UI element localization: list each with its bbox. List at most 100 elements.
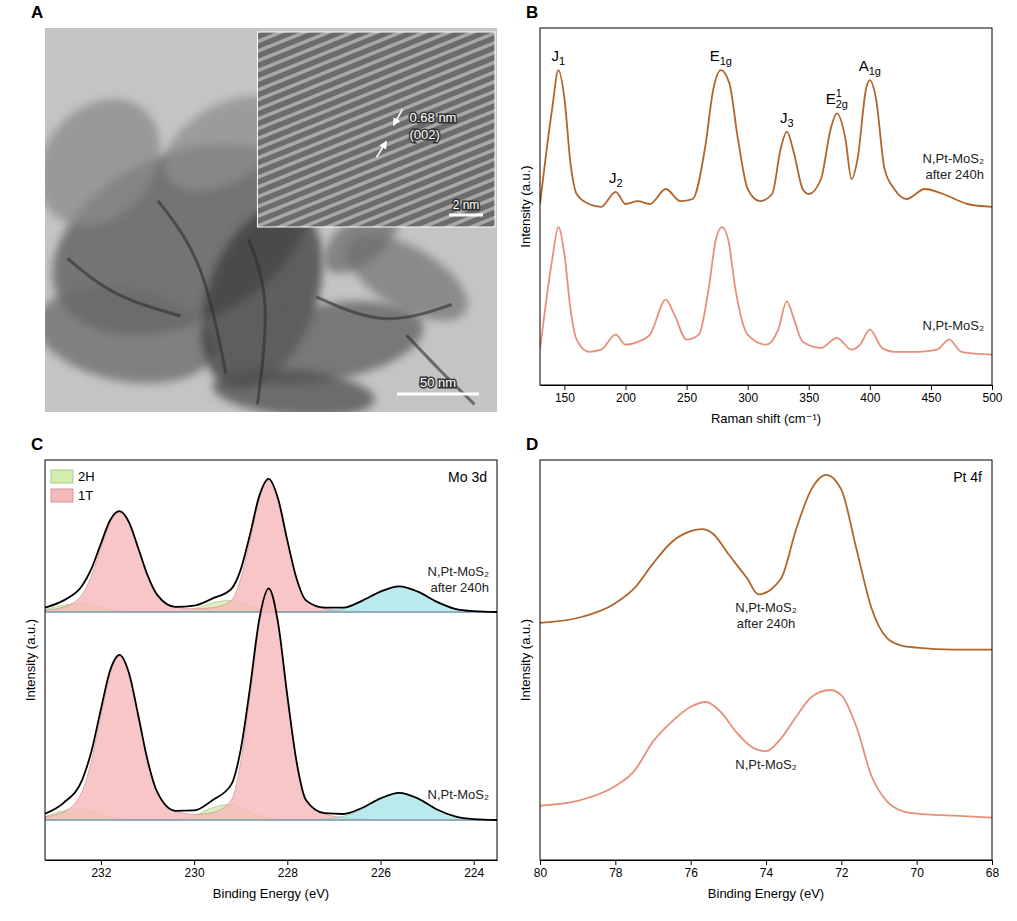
arrow [393, 109, 402, 125]
x-tick-label: 300 [738, 391, 758, 405]
x-tick-label: 450 [921, 391, 941, 405]
spectrum-line [45, 588, 497, 820]
x-tick-label: 76 [684, 866, 698, 880]
fringe [257, 192, 495, 227]
x-tick-label: 230 [185, 866, 205, 880]
x-tick-mark [870, 385, 871, 390]
plot-frame [45, 460, 497, 860]
plot-area [540, 475, 992, 818]
x-tick: 72 [835, 860, 849, 880]
x-tick-label: 68 [986, 866, 1000, 880]
scale-bar-label: 50 nm [420, 375, 456, 390]
x-tick-mark [917, 860, 918, 865]
x-tick-label: 70 [910, 866, 924, 880]
y-axis-title: Intensity (a.u.) [518, 165, 533, 247]
fringe [257, 59, 495, 227]
x-tick: 228 [278, 860, 298, 880]
x-tick: 230 [185, 860, 205, 880]
x-tick-mark [841, 860, 842, 865]
y-axis-title: Intensity (a.u.) [518, 619, 533, 701]
y-axis-title: Intensity (a.u.) [23, 619, 38, 701]
lattice-fringes [257, 32, 495, 227]
x-tick-mark [992, 860, 993, 865]
flake-edge [248, 239, 265, 404]
flake [45, 274, 223, 396]
x-axis: 232230228226224 [46, 860, 498, 880]
x-tick-mark [287, 860, 288, 865]
x-axis-line [541, 385, 993, 386]
x-tick-label: 350 [799, 391, 819, 405]
peak-label: E1g [710, 47, 732, 67]
series-label: N,Pt-MoS₂after 240h [735, 600, 796, 631]
x-tick: 150 [555, 385, 575, 405]
peak-label: E2g1 [826, 87, 848, 110]
fringe [257, 159, 495, 227]
x-tick-label: 200 [616, 391, 636, 405]
fringe [257, 184, 495, 227]
inset [257, 32, 495, 227]
peak-label: A1g [859, 57, 881, 77]
x-axis-title: Raman shift (cm⁻¹) [711, 411, 821, 426]
x-tick-label: 74 [760, 866, 774, 880]
fringe [257, 50, 495, 227]
x-tick: 224 [464, 860, 484, 880]
background-line [45, 819, 497, 820]
panel-3: 80787674727068Binding Energy (eV)Intensi… [518, 435, 999, 901]
x-tick: 500 [982, 385, 1002, 405]
legend-swatch [51, 470, 73, 483]
spectrum-line [540, 690, 992, 818]
spectrum-line [540, 227, 992, 354]
figure: 0.68 nm(002)2 nm50 nmA150200250300350400… [0, 0, 1017, 921]
x-tick: 68 [986, 860, 1000, 880]
spectrum-line [540, 475, 992, 650]
x-axis: 80 78 76 74 72 70 68 [534, 860, 1000, 880]
fringe [257, 117, 495, 227]
fringe [257, 101, 495, 227]
x-tick: 350 [799, 385, 819, 405]
peak-label: J1 [552, 47, 566, 67]
x-tick: 450 [921, 385, 941, 405]
x-tick: 70 [910, 860, 924, 880]
inset-border [257, 32, 495, 227]
fringe [257, 126, 495, 227]
flake-edge [68, 258, 181, 316]
x-axis-line [46, 860, 498, 861]
x-tick: 400 [860, 385, 880, 405]
image-annotation: 0.68 nm [409, 110, 456, 125]
x-tick-mark [101, 860, 102, 865]
panel-letter: B [526, 3, 538, 22]
fringe [257, 134, 495, 227]
x-tick-label: 400 [860, 391, 880, 405]
arrow [376, 141, 386, 157]
panel-letter: A [31, 3, 43, 22]
series-label: N,Pt-MoS₂ [735, 757, 796, 772]
fringe [257, 109, 495, 227]
scale-bar [449, 214, 483, 217]
x-tick: 232 [91, 860, 111, 880]
peak-label: J3 [780, 109, 794, 129]
panel-title: Mo 3d [448, 469, 487, 485]
x-tick-mark [687, 385, 688, 390]
x-tick-label: 80 [534, 866, 548, 880]
plot-frame [540, 460, 992, 860]
x-tick-label: 232 [91, 866, 111, 880]
flake-edge [316, 297, 452, 319]
component-area [45, 590, 497, 820]
panel-letter: C [31, 435, 43, 454]
series-label: N,Pt-MoS₂after 240h [923, 151, 984, 182]
x-tick-label: 78 [609, 866, 623, 880]
x-tick: 76 [684, 860, 698, 880]
x-tick: 74 [760, 860, 774, 880]
image-annotation: (002) [409, 127, 439, 142]
x-tick-label: 150 [555, 391, 575, 405]
panel-0: 0.68 nm (002) 2 nm 50 nm A [0, 0, 756, 492]
scale-bar-label: 2 nm [453, 198, 480, 212]
fringe [257, 142, 495, 227]
panel-title: Pt 4f [953, 469, 982, 485]
flake-edge [158, 201, 226, 374]
x-tick-mark [766, 860, 767, 865]
x-tick: 300 [738, 385, 758, 405]
x-tick-mark [992, 385, 993, 390]
fringe [257, 76, 495, 227]
fringe [257, 167, 495, 227]
